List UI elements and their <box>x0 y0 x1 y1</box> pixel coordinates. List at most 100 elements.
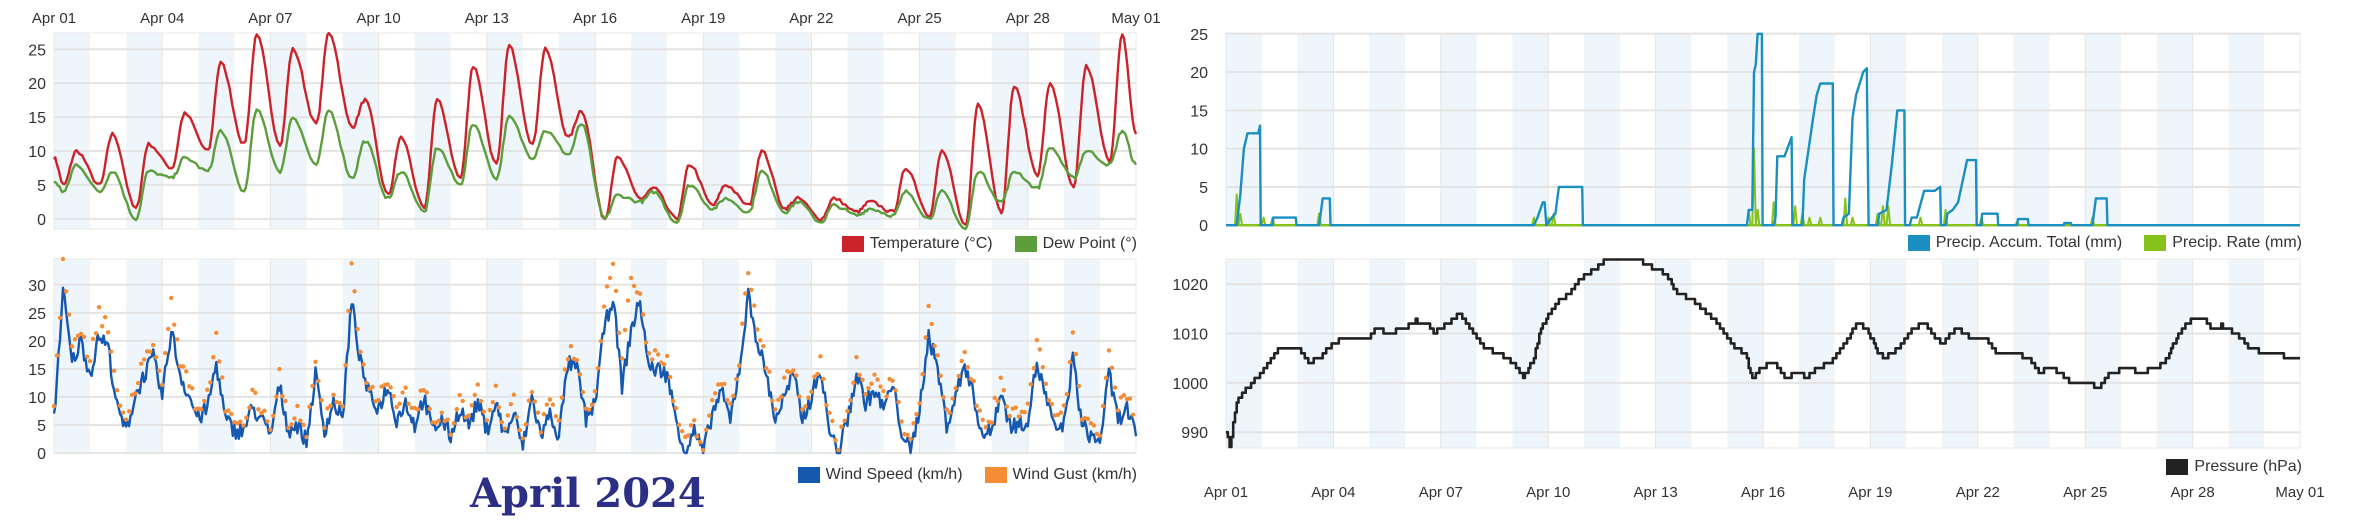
wind-gust-point <box>478 398 483 404</box>
wind-gust-point <box>1004 404 1009 409</box>
wind-gust-point <box>313 359 318 364</box>
wind-gust-point <box>598 338 604 344</box>
wind-gust-point <box>1127 396 1133 401</box>
y-tick-label: 990 <box>1181 425 1208 442</box>
y-tick-label: 1000 <box>1172 376 1208 393</box>
wind-gust-point <box>749 287 754 293</box>
wind-gust-point <box>854 354 859 360</box>
legend-dew-point[interactable]: Dew Point (°) <box>1014 235 1137 253</box>
wind-gust-point <box>950 396 955 401</box>
wind-gust-point <box>66 312 72 317</box>
wind-gust-point <box>610 261 616 267</box>
wind-gust-point <box>983 425 988 430</box>
dew-point-swatch <box>1014 236 1037 252</box>
legend-precip-total[interactable]: Precip. Accum. Total (mm) <box>1907 234 2123 252</box>
x-tick-label: Apr 19 <box>1848 484 1892 501</box>
day-band <box>1655 259 1692 448</box>
y-tick-label: 1020 <box>1172 277 1208 294</box>
day-band <box>1226 33 1262 226</box>
day-band <box>775 259 812 453</box>
wind-gust-point <box>352 289 357 294</box>
wind-gust-point <box>704 427 709 432</box>
wind-gust-point <box>697 440 703 445</box>
day-band <box>1369 33 1405 226</box>
day-band <box>1584 33 1620 226</box>
wind-gust-point <box>277 366 282 372</box>
wind-gust-point <box>322 425 327 431</box>
wind-gust-point <box>81 334 87 340</box>
day-band <box>1297 33 1334 226</box>
wind-gust-point <box>496 405 502 410</box>
x-tick-label: Apr 13 <box>465 10 509 27</box>
wind-gust-point <box>1067 360 1073 365</box>
wind-gust-point <box>941 395 946 400</box>
legend-label: Pressure (hPa) <box>2194 458 2302 475</box>
wind-gust-point <box>1091 423 1097 428</box>
wind-gust-point <box>764 366 769 371</box>
wind-legend: Wind Speed (km/h) Wind Gust (km/h) <box>797 466 1137 484</box>
wind-gust-point <box>211 354 216 360</box>
wind-gust-point <box>872 372 877 377</box>
day-band <box>1655 33 1692 226</box>
day-band <box>2085 259 2121 448</box>
wind-gust-point <box>268 427 273 433</box>
wind-gust-point <box>779 394 784 399</box>
legend-temperature[interactable]: Temperature (°C) <box>841 235 993 253</box>
wind-gust-point <box>181 364 186 369</box>
wind-speed-line <box>52 286 1138 455</box>
wind-gust-point <box>202 398 207 404</box>
wind-gust-point <box>295 403 300 409</box>
wind-gust-point <box>1034 337 1040 343</box>
wind-gust-point <box>899 419 904 424</box>
y-tick-label: 10 <box>28 390 46 407</box>
day-band <box>847 259 884 453</box>
wind-gust-point <box>1073 351 1079 357</box>
legend-precip-rate[interactable]: Precip. Rate (mm) <box>2144 234 2302 252</box>
wind-gust-point <box>839 424 844 430</box>
wind-gust-point <box>532 399 538 404</box>
wind-gust-point <box>1037 347 1043 352</box>
legend-pressure[interactable]: Pressure (hPa) <box>2166 458 2302 476</box>
wind-gust-point <box>646 351 652 356</box>
wind-gust-point <box>701 447 706 453</box>
day-band <box>775 33 812 229</box>
day-band <box>1440 33 1477 226</box>
wind-gust-point <box>1121 393 1127 398</box>
x-tick-label: Apr 25 <box>2063 484 2107 501</box>
wind-gust-point <box>262 408 267 413</box>
wind-gust-point <box>746 270 751 276</box>
day-band <box>631 259 668 453</box>
x-tick-label: Apr 25 <box>897 10 941 27</box>
wind-gust-point <box>394 404 399 410</box>
pressure-swatch <box>2166 459 2189 475</box>
wind-gust-point <box>628 275 634 281</box>
legend-wind-speed[interactable]: Wind Speed (km/h) <box>797 466 963 484</box>
wind-gust-point <box>135 380 141 386</box>
wind-gust-point <box>415 407 420 412</box>
wind-gust-point <box>1109 365 1115 370</box>
wind-gust-point <box>427 406 432 411</box>
wind-gust-point <box>731 393 736 399</box>
wind-gust-point <box>625 298 631 303</box>
wind-gust-point <box>466 413 471 418</box>
wind-gust-point <box>1118 395 1124 400</box>
day-band <box>2228 33 2265 226</box>
y-tick-label: 25 <box>28 306 46 323</box>
wind-gust-point <box>241 423 246 428</box>
x-tick-label: Apr 10 <box>356 10 400 27</box>
legend-label: Precip. Accum. Total (mm) <box>1935 234 2123 251</box>
wind-gust-point <box>809 389 814 394</box>
precip-total-swatch <box>1907 235 1930 251</box>
wind-gust-point <box>141 357 147 362</box>
y-tick-label: 10 <box>1190 142 1208 159</box>
day-band <box>2156 33 2193 226</box>
wind-gust-point <box>226 408 231 413</box>
y-tick-label: 10 <box>28 144 46 161</box>
legend-wind-gust[interactable]: Wind Gust (km/h) <box>984 466 1137 484</box>
wind-gust-point <box>643 340 649 345</box>
wind-gust-point <box>574 357 580 363</box>
wind-gust-point <box>971 378 976 384</box>
wind-gust-point <box>938 373 943 378</box>
x-tick-label: Apr 19 <box>681 10 725 27</box>
wind-gust-point <box>707 413 712 418</box>
